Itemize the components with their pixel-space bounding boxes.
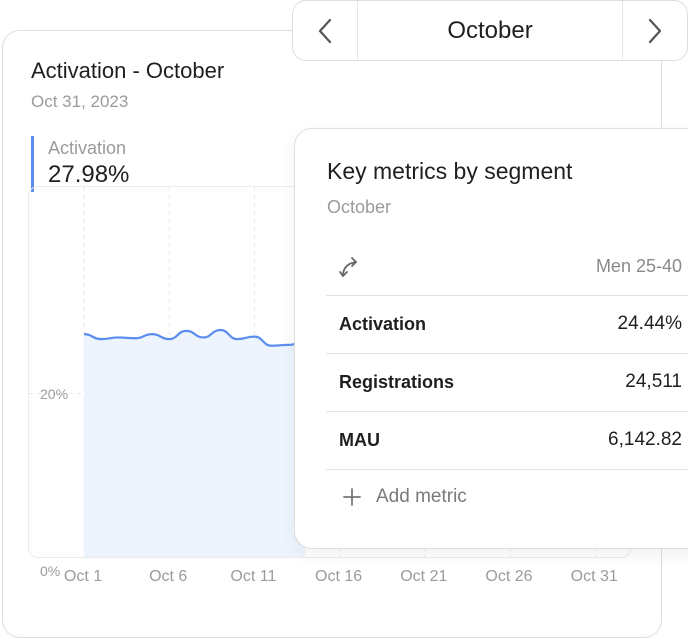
table-header-row: Men 25-40 [326, 239, 688, 296]
table-row: Registrations 24,511 [326, 354, 688, 412]
x-tick-label: Oct 6 [149, 568, 188, 585]
metric-name: Registrations [339, 372, 455, 392]
card-title: Activation - October [31, 58, 225, 83]
metric-value: 24.44% [617, 313, 682, 334]
add-metric-button[interactable]: Add metric [342, 486, 467, 508]
x-tick-label: Oct 31 [570, 568, 618, 585]
chart-series-line [83, 328, 306, 347]
card-date: Oct 31, 2023 [31, 92, 129, 111]
chevron-right-icon [648, 18, 662, 44]
chevron-left-icon [318, 18, 332, 44]
kpi-block: Activation 27.98% [31, 136, 129, 192]
plus-icon [343, 488, 361, 506]
x-tick-label: Oct 16 [315, 568, 363, 585]
x-tick-label: Oct 21 [400, 568, 448, 585]
month-navigator: October [292, 0, 688, 61]
swap-arrows-icon[interactable] [338, 254, 362, 285]
chart-area-fill [84, 330, 306, 557]
panel-subtitle: October [327, 197, 392, 217]
table-row: MAU 6,142.82 [326, 412, 688, 470]
panel-title: Key metrics by segment [327, 158, 573, 184]
current-month-label: October [447, 17, 533, 44]
metric-value: 6,142.82 [608, 429, 682, 450]
kpi-value: 27.98% [48, 161, 130, 188]
prev-month-button[interactable] [293, 1, 358, 61]
kpi-label: Activation [48, 138, 127, 158]
next-month-button[interactable] [622, 1, 687, 61]
key-metrics-panel: Key metrics by segment October Men 25-40… [294, 128, 688, 549]
add-metric-label: Add metric [376, 486, 467, 507]
x-tick-label: Oct 1 [63, 568, 103, 585]
metrics-table: Men 25-40 Activation 24.44% Registration… [326, 239, 688, 470]
y-tick-label: 0% [40, 563, 61, 579]
metric-name: MAU [339, 430, 380, 450]
x-tick-label: Oct 11 [230, 568, 277, 585]
metric-name: Activation [339, 314, 427, 334]
metric-value: 24,511 [625, 371, 682, 392]
table-row: Activation 24.44% [326, 296, 688, 354]
y-tick-label: 20% [40, 386, 69, 402]
segment-label: Men 25-40 [595, 256, 682, 276]
x-tick-label: Oct 26 [485, 568, 533, 585]
